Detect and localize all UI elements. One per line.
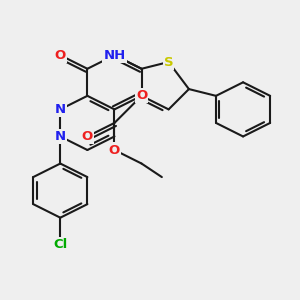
Text: O: O bbox=[109, 143, 120, 157]
Text: N: N bbox=[55, 130, 66, 143]
Text: O: O bbox=[82, 130, 93, 143]
Text: NH: NH bbox=[103, 49, 126, 62]
Text: S: S bbox=[164, 56, 173, 68]
Text: Cl: Cl bbox=[53, 238, 68, 251]
Text: O: O bbox=[136, 89, 147, 102]
Text: O: O bbox=[55, 49, 66, 62]
Text: N: N bbox=[55, 103, 66, 116]
